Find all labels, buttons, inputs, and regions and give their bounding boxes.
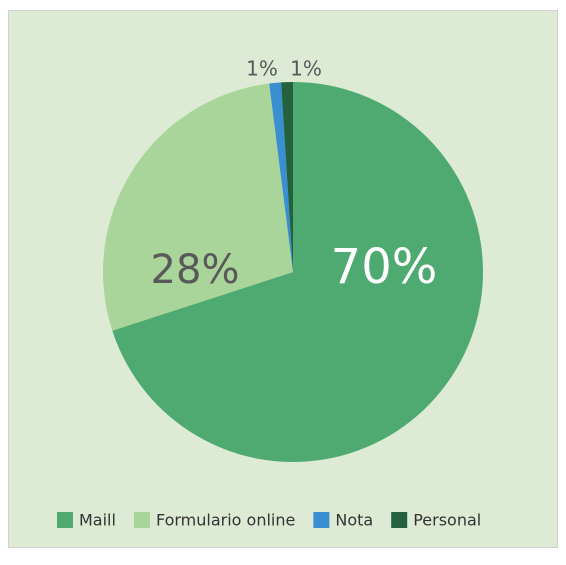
legend-label: Maill bbox=[79, 511, 116, 530]
data-label: 1% bbox=[246, 57, 278, 81]
legend-swatch bbox=[391, 512, 408, 528]
legend-swatch bbox=[313, 512, 330, 528]
legend-label: Formulario online bbox=[156, 511, 295, 530]
legend-label: Personal bbox=[413, 511, 481, 530]
legend-label: Nota bbox=[335, 511, 373, 530]
data-label: 1% bbox=[290, 57, 322, 81]
data-label: 70% bbox=[331, 239, 438, 295]
legend-swatch bbox=[57, 512, 73, 528]
pie-slice bbox=[269, 82, 293, 272]
legend-swatch bbox=[133, 512, 150, 528]
data-label: 28% bbox=[151, 247, 240, 293]
pie-slice bbox=[102, 83, 293, 331]
pie-slice bbox=[112, 82, 484, 463]
pie-slice bbox=[281, 82, 293, 272]
